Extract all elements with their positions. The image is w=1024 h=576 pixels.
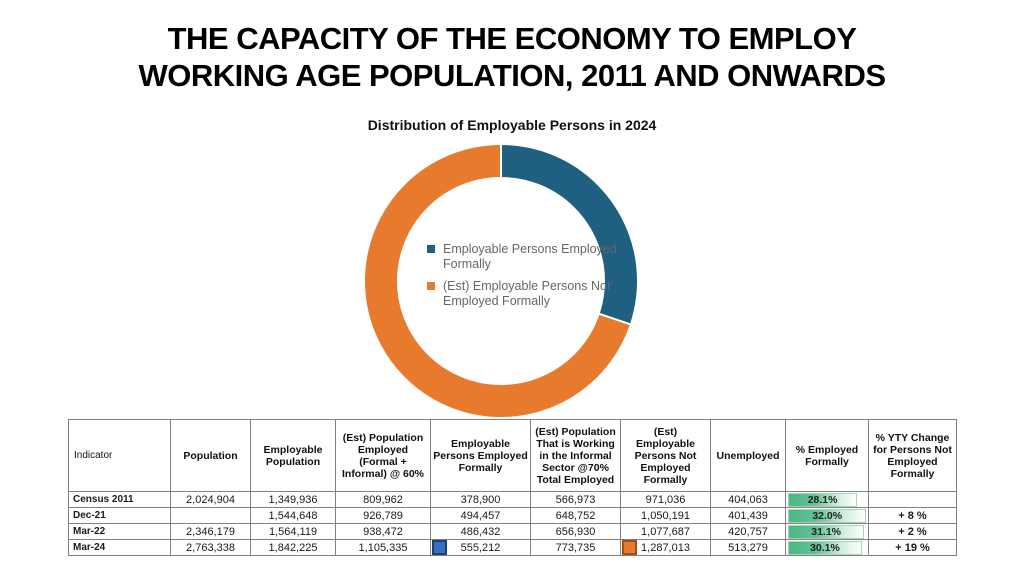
cell-value: 378,900 — [430, 491, 531, 508]
pct-label: 32.0% — [812, 509, 843, 522]
pct-data-bar: 28.1% — [788, 492, 858, 507]
cell-value: 1,544,648 — [250, 507, 336, 524]
cell-value: 1,287,013 — [620, 539, 711, 556]
table-row-census-2011: Census 2011 2,024,904 1,349,936 809,962 378,… — [68, 491, 957, 508]
row-indicator: Dec-21 — [68, 507, 171, 524]
cell-pct-employed: 30.1% — [785, 539, 869, 556]
column-header-5: (Est) Population That is Working in the … — [530, 419, 621, 492]
cell-value: 401,439 — [710, 507, 786, 524]
cell-value: 486,432 — [430, 523, 531, 540]
legend-swatch-icon — [427, 245, 435, 253]
slice-separator — [597, 312, 633, 326]
cell-value: 2,763,338 — [170, 539, 251, 556]
cell-value: 404,063 — [710, 491, 786, 508]
cell-value: 971,036 — [620, 491, 711, 508]
cell-value — [170, 507, 251, 524]
cell-value: 1,105,335 — [335, 539, 431, 556]
donut-chart — [365, 143, 637, 417]
cell-value: 1,349,936 — [250, 491, 336, 508]
cell-pct-employed: 32.0% — [785, 507, 869, 524]
cell-value: 420,757 — [710, 523, 786, 540]
column-header-1: Population — [170, 419, 251, 492]
chart-title: Distribution of Employable Persons in 20… — [367, 117, 657, 133]
column-header-7: Unemployed — [710, 419, 786, 492]
cell-pct-employed: 28.1% — [785, 491, 869, 508]
cell-value: 1,564,119 — [250, 523, 336, 540]
cell-value: 494,457 — [430, 507, 531, 524]
page-title-line-1: THE CAPACITY OF THE ECONOMY TO EMPLOY — [167, 21, 857, 56]
cell-yty-change: + 2 % — [868, 523, 957, 540]
cell-value: 2,024,904 — [170, 491, 251, 508]
cell-yty-change — [868, 491, 957, 508]
column-header-8: % Employed Formally — [785, 419, 869, 492]
cell-value: 2,346,179 — [170, 523, 251, 540]
pct-label: 28.1% — [807, 493, 838, 506]
cell-value: 566,973 — [530, 491, 621, 508]
column-header-4: Employable Persons Employed Formally — [430, 419, 531, 492]
page-title: THE CAPACITY OF THE ECONOMY TO EMPLOY WO… — [0, 20, 1024, 94]
cell-value: 513,279 — [710, 539, 786, 556]
legend-label: Employable Persons Employed Formally — [443, 242, 617, 271]
cell-value: 938,472 — [335, 523, 431, 540]
cell-value: 809,962 — [335, 491, 431, 508]
table-header-row: Indicator Population Employable Population… — [68, 419, 957, 492]
legend-item-1: (Est) Employable Persons Not Employed Fo… — [427, 279, 647, 309]
table-row-mar-22: Mar-22 2,346,179 1,564,119 938,472 486,432 65… — [68, 523, 957, 540]
cell-value: 1,077,687 — [620, 523, 711, 540]
legend-swatch-icon — [427, 282, 435, 290]
cell-value: 656,930 — [530, 523, 621, 540]
table-row-dec-21: Dec-21 1,544,648 926,789 494,457 648,752 1,05… — [68, 507, 957, 524]
table-row-mar-24: Mar-24 2,763,338 1,842,225 1,105,335 555,212… — [68, 539, 957, 556]
page-title-line-2: WORKING AGE POPULATION, 2011 AND ONWARDS — [138, 58, 886, 93]
cell-pct-employed: 31.1% — [785, 523, 869, 540]
legend-label: (Est) Employable Persons Not Employed Fo… — [443, 279, 611, 308]
chart-legend: Employable Persons Employed Formally (Est… — [427, 242, 647, 316]
cell-value: 1,842,225 — [250, 539, 336, 556]
series-key-icon — [622, 540, 637, 555]
cell-value: 1,050,191 — [620, 507, 711, 524]
cell-value: 648,752 — [530, 507, 621, 524]
cell-value: 926,789 — [335, 507, 431, 524]
row-indicator: Census 2011 — [68, 491, 171, 508]
cell-value: 773,735 — [530, 539, 621, 556]
column-header-0: Indicator — [68, 419, 171, 492]
row-indicator: Mar-22 — [68, 523, 171, 540]
pct-label: 30.1% — [810, 541, 840, 554]
legend-item-0: Employable Persons Employed Formally — [427, 242, 647, 272]
column-header-2: Employable Population — [250, 419, 336, 492]
row-indicator: Mar-24 — [68, 539, 171, 556]
column-header-9: % YTY Change for Persons Not Employed Fo… — [868, 419, 957, 492]
data-table: Indicator Population Employable Population… — [68, 419, 957, 556]
column-header-3: (Est) Population Employed (Formal + Info… — [335, 419, 431, 492]
pct-data-bar: 32.0% — [788, 508, 867, 523]
cell-yty-change: + 19 % — [868, 539, 957, 556]
pct-data-bar: 30.1% — [788, 540, 862, 555]
column-header-6: (Est) Employable Persons Not Employed Fo… — [620, 419, 711, 492]
cell-value: 555,212 — [430, 539, 531, 556]
pct-label: 31.1% — [811, 525, 842, 538]
cell-yty-change: + 8 % — [868, 507, 957, 524]
pct-data-bar: 31.1% — [788, 524, 865, 539]
series-key-icon — [432, 540, 447, 555]
